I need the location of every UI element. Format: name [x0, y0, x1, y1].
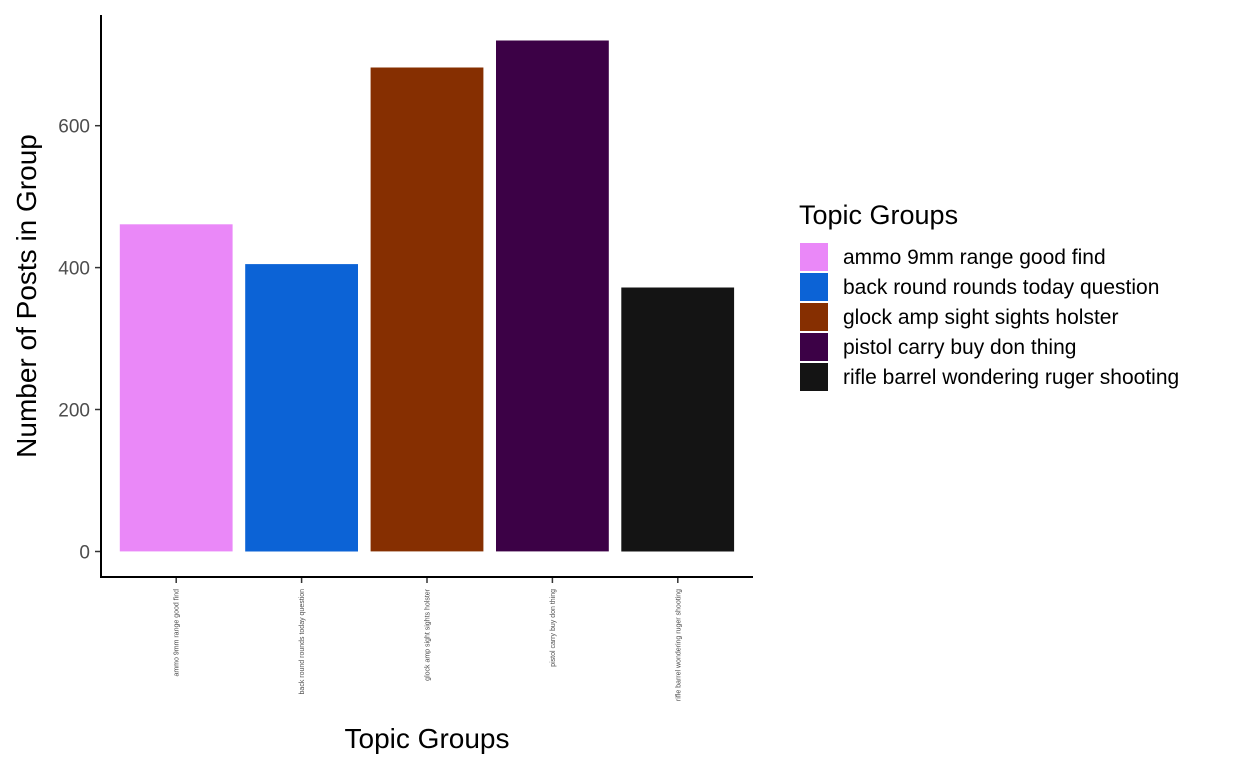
y-axis-title: Number of Posts in Group — [11, 134, 42, 458]
legend-label-5: rifle barrel wondering ruger shooting — [843, 366, 1179, 389]
legend-swatch-1 — [800, 243, 828, 271]
legend-swatch-4 — [800, 333, 828, 361]
legend-swatch-3 — [800, 303, 828, 331]
legend-label-3: glock amp sight sights holster — [843, 306, 1118, 329]
bar-1 — [119, 224, 233, 552]
legend-swatch-2 — [800, 273, 828, 301]
bars — [119, 40, 735, 552]
x-tick-label-3: glock amp sight sights holster — [425, 588, 432, 680]
legend-title: Topic Groups — [799, 200, 958, 230]
y-axis-ticks: 0 200 400 600 — [58, 117, 101, 564]
x-tick-label-1: ammo 9mm range good find — [174, 589, 181, 677]
legend-swatch-5 — [800, 363, 828, 391]
bar-2 — [245, 264, 358, 552]
legend: Topic Groups ammo 9mm range good find bac… — [799, 200, 1179, 391]
bar-3 — [370, 67, 484, 552]
legend-label-1: ammo 9mm range good find — [843, 246, 1106, 269]
y-tick-label-1: 0 — [79, 543, 90, 564]
x-tick-label-2: back round rounds today question — [299, 589, 306, 695]
legend-label-2: back round rounds today question — [843, 276, 1159, 299]
x-tick-label-5: rifle barrel wondering ruger shooting — [675, 589, 682, 701]
legend-label-4: pistol carry buy don thing — [843, 336, 1076, 359]
bar-4 — [496, 40, 609, 552]
y-tick-label-3: 400 — [58, 259, 90, 280]
legend-items: ammo 9mm range good find back round round… — [800, 243, 1179, 391]
bar-5 — [621, 287, 735, 552]
y-tick-label-2: 200 — [58, 401, 90, 422]
x-tick-label-4: pistol carry buy don thing — [550, 589, 557, 667]
x-axis-ticks: ammo 9mm range good find back round round… — [174, 577, 682, 701]
x-axis-title: Topic Groups — [345, 723, 510, 754]
y-tick-label-4: 600 — [58, 117, 90, 138]
